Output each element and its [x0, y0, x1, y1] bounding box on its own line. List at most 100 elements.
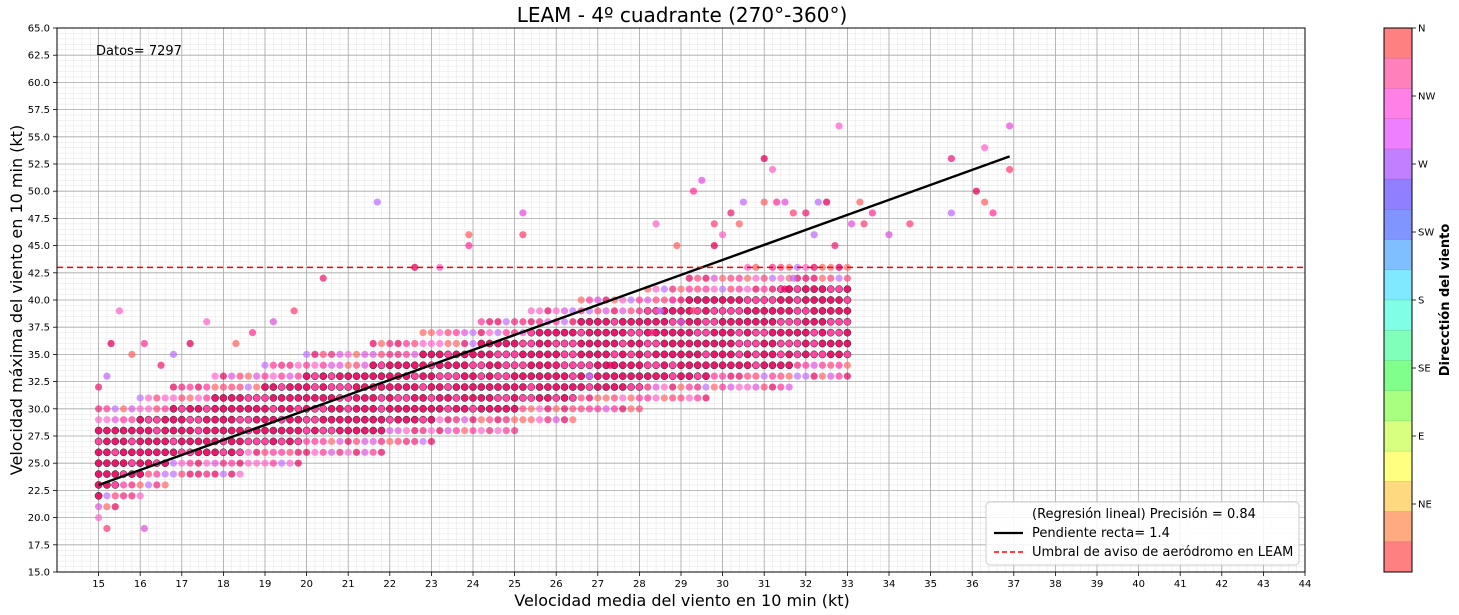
data-point [981, 198, 989, 206]
data-point [577, 350, 586, 359]
data-point [385, 361, 394, 370]
data-point [718, 307, 727, 315]
data-point [768, 165, 777, 174]
data-point [386, 339, 394, 348]
data-point [560, 339, 569, 348]
data-point [906, 220, 914, 228]
data-point [702, 274, 710, 282]
data-point [835, 350, 843, 359]
data-point [527, 350, 536, 359]
y-tick-label: 57.5 [28, 105, 50, 116]
data-point [544, 394, 552, 402]
data-point [719, 372, 727, 380]
x-tick-label: 29 [675, 579, 688, 590]
data-point [361, 350, 369, 358]
data-point [465, 242, 473, 250]
data-point [593, 350, 602, 359]
data-point [710, 317, 719, 326]
data-point [544, 307, 552, 315]
data-point [236, 394, 244, 402]
data-point [169, 470, 178, 478]
chart-title: LEAM - 4º cuadrante (270°-360°) [517, 3, 848, 27]
data-point [107, 339, 115, 348]
y-tick-label: 42.5 [28, 268, 50, 279]
data-point [643, 350, 652, 359]
data-point [344, 350, 352, 358]
data-point [843, 328, 852, 337]
data-point [177, 426, 186, 435]
data-point [810, 328, 818, 337]
data-point [410, 383, 419, 391]
data-point [227, 426, 236, 435]
data-point [411, 350, 419, 358]
data-point [502, 318, 510, 326]
data-point [286, 404, 294, 413]
data-point [552, 383, 561, 391]
data-point [602, 328, 610, 337]
data-point [119, 416, 128, 424]
data-point [785, 307, 794, 315]
data-point [469, 416, 477, 424]
data-point [369, 404, 378, 413]
data-point [452, 329, 460, 337]
data-point [677, 339, 685, 348]
data-point [111, 470, 120, 478]
data-point [635, 405, 644, 413]
data-point [527, 372, 536, 381]
data-point [594, 394, 602, 402]
data-point [394, 404, 402, 413]
data-point [826, 350, 835, 359]
data-point [377, 404, 386, 413]
data-point [228, 383, 236, 391]
data-point [502, 404, 511, 413]
data-point [169, 383, 178, 391]
data-point [527, 405, 535, 413]
data-point [594, 296, 602, 304]
data-point [577, 296, 585, 304]
data-point [377, 415, 386, 424]
data-point [743, 339, 752, 348]
data-point [261, 361, 269, 369]
data-point [410, 394, 419, 402]
data-point [327, 350, 336, 358]
data-point [236, 415, 244, 424]
data-point [144, 448, 153, 457]
data-point [685, 383, 693, 391]
data-point [119, 481, 128, 489]
data-points [94, 122, 1014, 533]
data-point [377, 426, 386, 435]
data-point [735, 372, 743, 380]
data-point [494, 350, 502, 359]
data-point [211, 415, 219, 424]
data-point [593, 361, 602, 370]
data-point [847, 220, 856, 228]
data-point [618, 361, 627, 370]
data-point [161, 405, 169, 413]
data-point [419, 394, 427, 402]
data-point [727, 317, 735, 326]
data-point [302, 372, 311, 381]
data-point [469, 426, 477, 435]
data-point [677, 285, 685, 293]
data-point [277, 426, 286, 435]
data-point [610, 339, 619, 348]
data-point [319, 394, 328, 402]
data-point [119, 405, 128, 413]
data-point [502, 426, 510, 435]
data-point [303, 437, 311, 446]
data-point [760, 350, 769, 359]
data-point [826, 317, 835, 326]
data-point [544, 361, 552, 370]
data-point [818, 350, 827, 359]
data-point [577, 317, 586, 326]
data-point [286, 361, 294, 369]
data-point [610, 317, 619, 326]
data-point [261, 404, 269, 413]
colorbar-segment [1384, 511, 1412, 543]
y-tick-label: 50.0 [28, 187, 50, 198]
data-point [261, 426, 269, 435]
data-point [527, 339, 536, 348]
colorbar-segment [1384, 541, 1412, 573]
colorbar-segment [1384, 360, 1412, 392]
colorbar-tick-label: S [1418, 296, 1424, 307]
